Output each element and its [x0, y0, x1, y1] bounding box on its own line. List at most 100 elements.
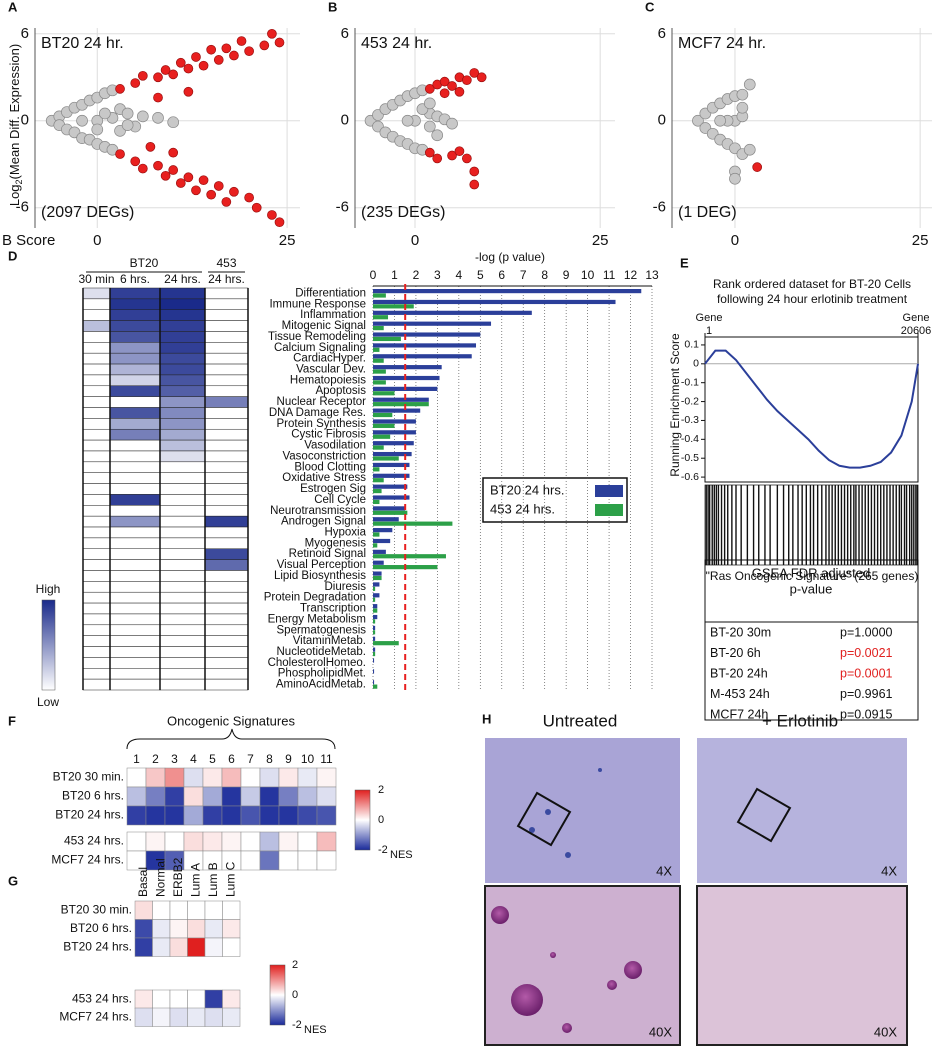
category-label: Hypoxia — [324, 526, 366, 538]
column-label: 2 — [152, 752, 159, 766]
heat-cell — [109, 657, 161, 669]
colony — [598, 768, 602, 772]
heat-cell — [204, 331, 249, 343]
heat-cell — [169, 989, 188, 1009]
heat-cell — [204, 472, 249, 484]
heat-cell — [204, 624, 249, 636]
point — [432, 153, 443, 164]
heat-cell — [316, 767, 337, 788]
point — [244, 192, 254, 203]
y-tick-label: -0.5 — [681, 452, 699, 464]
category-label: Diuresis — [324, 581, 366, 593]
point — [236, 36, 247, 46]
label-line: 1 — [706, 325, 712, 337]
heat-cell — [316, 831, 337, 852]
plot-frame — [704, 336, 919, 483]
panel-label: G — [8, 873, 18, 888]
heat-cell — [204, 937, 223, 957]
bar — [373, 347, 380, 352]
category-label: Nuclear Receptor — [277, 396, 367, 408]
heat-cell — [134, 1007, 153, 1027]
row-label: BT20 30 min. — [53, 770, 124, 784]
x-tick-label: 13 — [645, 268, 659, 282]
point — [251, 202, 262, 213]
heat-cell — [109, 570, 161, 582]
label: Gene 1 — [696, 312, 723, 337]
bar — [373, 495, 410, 500]
heat-cell — [109, 537, 161, 550]
zoom-box — [736, 787, 792, 843]
bar — [373, 532, 380, 537]
column-label: ERBB2 — [171, 857, 185, 897]
colony — [529, 827, 535, 833]
bar — [373, 293, 386, 298]
bar — [373, 521, 453, 526]
magnification: 4X — [656, 863, 672, 878]
heat-cell — [204, 570, 249, 582]
x-tick-label: 25 — [912, 232, 929, 249]
bar — [373, 315, 389, 320]
heat-cell — [204, 900, 223, 920]
heat-cell — [109, 602, 161, 615]
legend-swatch — [595, 504, 623, 516]
heat-cell — [134, 989, 153, 1009]
point — [424, 84, 435, 94]
column-label: 1 — [133, 752, 140, 766]
heat-cell — [316, 786, 337, 807]
column-label: 6 hrs. — [120, 272, 150, 286]
heat-cell — [204, 1007, 223, 1027]
bar — [373, 549, 386, 554]
heat-cell — [159, 320, 206, 332]
heat-cell — [297, 831, 318, 852]
heat-cell — [82, 309, 111, 321]
category-label: Oxidative Stress — [282, 472, 366, 484]
bar — [373, 354, 472, 359]
y-axis-label: Log2(Mean Diff. Expression) — [7, 44, 24, 206]
y-axis-label-part: 2 — [14, 179, 24, 184]
heat-cell — [82, 418, 111, 430]
heat-cell — [204, 678, 249, 691]
category-label: DNA Damage Res. — [269, 407, 366, 419]
panel-label: B — [328, 0, 337, 14]
panel-label: F — [8, 713, 16, 728]
heat-cell — [204, 418, 249, 430]
category-label: AminoAcidMetab. — [276, 679, 366, 691]
heat-cell — [169, 900, 188, 920]
plot-title: following 24 hour erlotinib treatment — [717, 292, 908, 306]
magnification: 4X — [881, 863, 897, 878]
column-label: 7 — [247, 752, 254, 766]
colonies — [491, 768, 642, 1033]
point — [743, 143, 756, 156]
heat-cell — [82, 494, 111, 506]
table-cell: M-453 24h — [710, 687, 770, 701]
point — [76, 114, 88, 127]
category-label: Protein Synthesis — [277, 418, 367, 430]
heat-cell — [159, 526, 206, 539]
table-header: GSEA FDR adjusted — [752, 565, 871, 580]
heat-cell — [82, 613, 111, 626]
label-line: 20606 — [901, 325, 932, 337]
point — [462, 75, 472, 86]
heat-cell — [82, 678, 111, 691]
bar — [373, 517, 399, 522]
y-tick-label: 6 — [21, 25, 29, 42]
x-tick-label: 10 — [581, 268, 595, 282]
category-label: Tissue Remodeling — [268, 331, 366, 343]
heat-cell — [222, 900, 241, 920]
point — [137, 163, 148, 174]
bar — [373, 571, 382, 576]
heat-cell — [204, 548, 249, 560]
plot-title: MCF7 24 hr. — [678, 35, 766, 52]
heat-cell — [204, 461, 249, 473]
heat-cell — [109, 668, 161, 680]
magnification: 40X — [874, 1024, 897, 1039]
bar — [373, 647, 376, 652]
heat-cell — [109, 439, 161, 452]
column-label: 30 min — [78, 272, 114, 286]
heat-cell — [187, 937, 206, 957]
table-cell: BT-20 30m — [710, 625, 771, 639]
table-cell: p=1.0000 — [840, 625, 893, 639]
x-tick-label: 6 — [498, 268, 505, 282]
category-label: Apoptosis — [315, 385, 366, 397]
point — [692, 114, 704, 127]
